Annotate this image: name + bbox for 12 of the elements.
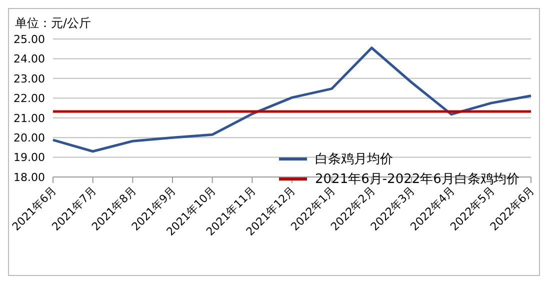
y-tick-label: 23.00 [14,72,45,86]
y-tick-label: 18.00 [14,170,45,184]
y-tick-label: 21.00 [14,112,45,125]
line-series [52,46,532,153]
y-tick-label: 22.00 [14,92,45,106]
legend-label: 白条鸡月均价 [315,151,393,168]
y-tick-label: 24.00 [14,52,45,66]
legend-label: 2021年6月-2022年6月白条鸡均价 [315,171,520,187]
y-axis-title: 单位：元/公斤 [15,15,92,32]
y-tick-label: 20.00 [14,131,45,144]
y-tick-label: 19.00 [14,151,45,164]
y-tick-label: 25.00 [14,32,45,46]
